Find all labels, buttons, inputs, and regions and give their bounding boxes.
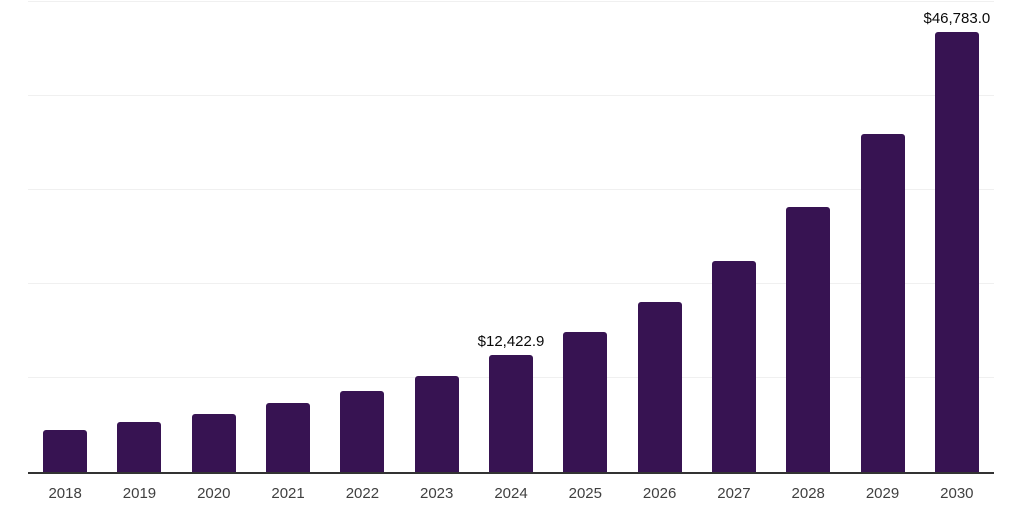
bar-2023[interactable] [414, 375, 459, 472]
x-tick-2027: 2027 [717, 485, 751, 502]
bar-2028[interactable] [786, 207, 831, 472]
bar-2026[interactable] [637, 301, 682, 472]
bar-2030[interactable] [934, 32, 979, 472]
x-tick-2020: 2020 [197, 485, 231, 502]
x-tick-2030: 2030 [940, 485, 974, 502]
x-tick-2021: 2021 [271, 485, 305, 502]
gridline-50000 [28, 1, 994, 2]
bar-2022[interactable] [340, 390, 385, 472]
plot-area: $12,422.9 $46,783.0 [28, 1, 994, 472]
data-label-2024: $12,422.9 [477, 333, 545, 351]
x-tick-2018: 2018 [48, 485, 82, 502]
bar-2029[interactable] [860, 134, 905, 472]
x-tick-2028: 2028 [791, 485, 825, 502]
bar-2020[interactable] [191, 413, 236, 472]
x-tick-2019: 2019 [122, 485, 157, 502]
gridline-40000 [28, 95, 994, 96]
bar-2024[interactable] [489, 355, 533, 472]
x-axis-line [28, 472, 994, 474]
bar-2019[interactable] [117, 421, 162, 472]
x-tick-2026: 2026 [642, 485, 677, 502]
data-label-2030: $46,783.0 [923, 10, 991, 28]
x-tick-2023: 2023 [420, 485, 454, 502]
bar-2027[interactable] [711, 260, 756, 472]
x-tick-2029: 2029 [865, 485, 900, 502]
gridline-30000 [28, 189, 994, 190]
bar-2018[interactable] [43, 429, 88, 472]
bar-2025[interactable] [563, 331, 608, 472]
x-tick-2024: 2024 [494, 485, 528, 502]
bar-2021[interactable] [266, 402, 311, 472]
gridline-20000 [28, 283, 994, 284]
x-axis-labels: 2018 2019 2020 2021 2022 2023 2024 2025 2026 2027… [28, 485, 994, 505]
x-tick-2022: 2022 [345, 485, 380, 502]
x-tick-2025: 2025 [568, 485, 602, 502]
